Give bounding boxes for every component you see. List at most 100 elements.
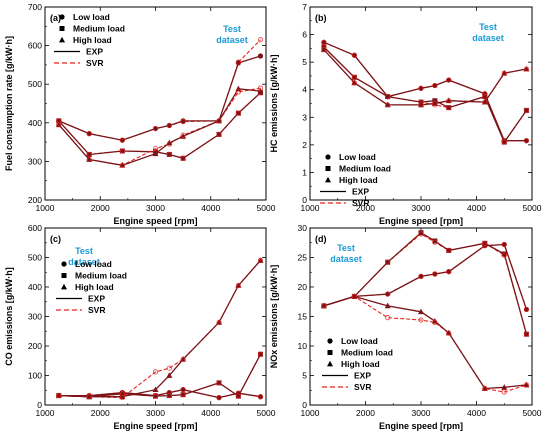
legend-label: Low load bbox=[341, 336, 378, 346]
svr-point bbox=[321, 47, 327, 53]
data-point bbox=[153, 393, 158, 399]
x-axis-label: Engine speed [rpm] bbox=[379, 216, 463, 226]
data-point bbox=[86, 393, 93, 400]
data-point bbox=[501, 69, 508, 76]
x-tick-label: 5000 bbox=[257, 203, 276, 213]
legend-svr-label: SVR bbox=[352, 198, 369, 208]
x-tick-label: 4000 bbox=[201, 408, 220, 418]
y-tick-label: 4 bbox=[302, 85, 307, 95]
exp-line bbox=[323, 46, 528, 144]
exp-line bbox=[58, 353, 262, 398]
legend-label: High load bbox=[341, 359, 380, 369]
y-axis-label: NOx emissions [g/kW·h] bbox=[269, 265, 279, 369]
x-tick-label: 1000 bbox=[301, 408, 320, 418]
svr-point bbox=[86, 394, 92, 400]
data-point bbox=[523, 138, 530, 144]
data-point bbox=[321, 39, 327, 45]
legend-label: High load bbox=[73, 35, 112, 45]
data-point bbox=[180, 155, 186, 161]
y-axis-label: Fuel consumption rate [g/kW·h] bbox=[4, 36, 14, 171]
data-point bbox=[166, 372, 173, 378]
svr-point bbox=[418, 85, 424, 91]
data-point bbox=[257, 257, 264, 263]
data-point bbox=[257, 87, 264, 94]
y-tick-label: 200 bbox=[28, 195, 42, 205]
data-point bbox=[235, 85, 242, 92]
data-point bbox=[86, 151, 92, 157]
data-point bbox=[351, 293, 358, 299]
svr-point bbox=[432, 319, 438, 325]
legend-exp-label: EXP bbox=[352, 187, 369, 197]
data-point bbox=[482, 94, 488, 100]
legend-label: Medium load bbox=[341, 348, 393, 358]
svr-point bbox=[501, 389, 507, 395]
data-point bbox=[445, 329, 452, 336]
y-axis-label: HC emissions [g/kW·h] bbox=[269, 54, 279, 152]
data-point bbox=[119, 393, 126, 400]
data-point bbox=[432, 82, 438, 89]
y-tick-label: 700 bbox=[28, 2, 42, 12]
data-point bbox=[152, 125, 159, 132]
annotation-test: Test bbox=[479, 22, 497, 32]
legend-marker bbox=[325, 166, 331, 171]
svr-point bbox=[351, 52, 357, 58]
data-point bbox=[86, 156, 93, 162]
data-point bbox=[446, 247, 452, 253]
data-point bbox=[257, 394, 264, 400]
x-tick-label: 1000 bbox=[301, 203, 320, 213]
y-tick-label: 400 bbox=[28, 282, 42, 292]
svr-point bbox=[180, 356, 186, 362]
data-point bbox=[384, 302, 391, 309]
x-tick-label: 2000 bbox=[356, 203, 375, 213]
panel-2: 1000 2000 3000 4000 5000 0 1 2 3 4 5 6 7 Engine speed… bbox=[269, 2, 542, 226]
svr-point bbox=[446, 77, 452, 83]
legend-exp-label: EXP bbox=[86, 47, 103, 57]
svr-point bbox=[482, 385, 488, 392]
y-tick-label: 600 bbox=[28, 223, 42, 233]
data-point bbox=[385, 291, 391, 297]
svr-point bbox=[418, 231, 424, 237]
data-point bbox=[523, 65, 530, 72]
svr-point bbox=[418, 273, 424, 279]
x-tick-label: 2000 bbox=[91, 408, 110, 418]
svr-point bbox=[216, 380, 222, 386]
x-tick-label: 5000 bbox=[257, 408, 276, 418]
panel-label: (d) bbox=[315, 234, 327, 244]
svr-point bbox=[523, 66, 530, 72]
data-point bbox=[481, 98, 488, 105]
data-point bbox=[166, 139, 173, 146]
svr-point bbox=[501, 70, 507, 76]
panel-3: 1000 2000 3000 4000 5000 0 100 200 300 400 500 600 E… bbox=[4, 223, 276, 431]
svr-point bbox=[446, 269, 452, 275]
svr-point bbox=[216, 395, 222, 401]
svr-point bbox=[432, 239, 438, 245]
panel-4: 1000 2000 3000 4000 5000 0 5 10 15 20 25 30 Engine s… bbox=[269, 223, 542, 431]
data-point bbox=[351, 79, 358, 86]
data-point bbox=[431, 318, 438, 324]
svr-point bbox=[119, 162, 125, 168]
data-point bbox=[501, 251, 507, 257]
x-axis-label: Engine speed [rpm] bbox=[379, 421, 463, 431]
data-point bbox=[501, 241, 507, 248]
legend-svr-label: SVR bbox=[354, 382, 371, 392]
series-high-load bbox=[320, 293, 530, 395]
svr-point bbox=[257, 37, 264, 43]
x-tick-label: 3000 bbox=[412, 408, 431, 418]
svr-point bbox=[351, 74, 357, 80]
data-point bbox=[235, 393, 241, 399]
y-tick-label: 7 bbox=[302, 2, 307, 12]
legend-marker bbox=[61, 261, 67, 267]
x-axis-label: Engine speed [rpm] bbox=[113, 421, 197, 431]
data-point bbox=[482, 240, 488, 246]
svr-point bbox=[180, 392, 186, 398]
annotation-dataset: dataset bbox=[330, 254, 362, 264]
legend-marker bbox=[327, 350, 333, 355]
svr-point bbox=[166, 151, 172, 158]
svr-point bbox=[119, 137, 125, 143]
svr-point bbox=[166, 393, 172, 399]
data-point bbox=[418, 85, 424, 91]
legend-label: Medium load bbox=[339, 164, 391, 174]
